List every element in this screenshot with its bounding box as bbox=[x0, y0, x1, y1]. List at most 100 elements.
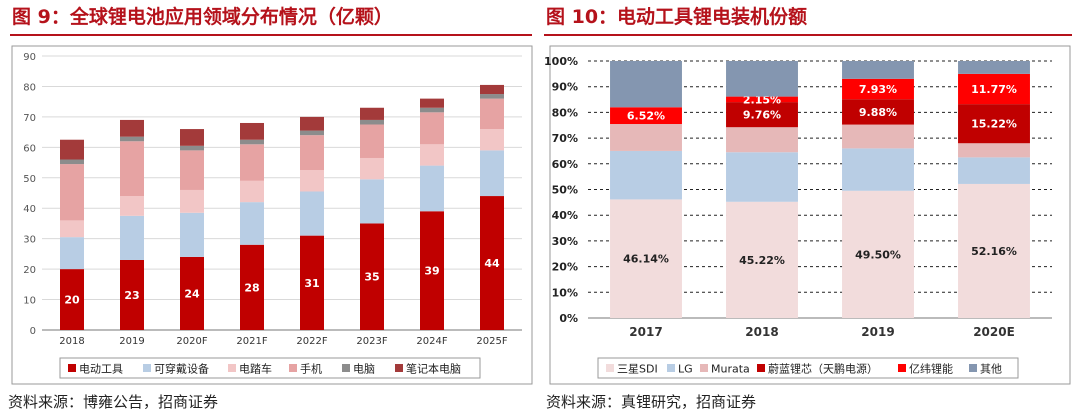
right-x-tick-label: 2020E bbox=[973, 325, 1015, 339]
left-bar-2019-segment bbox=[120, 119, 144, 137]
left-bar-2022f-segment bbox=[300, 130, 324, 136]
right-data-label: 11.77% bbox=[971, 83, 1017, 96]
left-legend-label: 电动工具 bbox=[79, 363, 123, 376]
right-data-label: 9.88% bbox=[859, 106, 897, 119]
left-bar-2019-segment bbox=[120, 259, 144, 330]
right-bar-2017-segment bbox=[610, 199, 682, 318]
left-legend-label: 电踏车 bbox=[239, 362, 272, 376]
left-bar-2022f-segment bbox=[300, 191, 324, 236]
right-x-tick-label: 2017 bbox=[629, 325, 662, 339]
right-y-tick-label: 90% bbox=[552, 81, 578, 94]
left-bar-2020f-segment bbox=[180, 150, 204, 190]
left-bar-2023f-segment bbox=[360, 124, 384, 158]
right-y-tick-label: 60% bbox=[552, 158, 578, 171]
left-bar-2018-segment bbox=[60, 159, 84, 165]
right-legend-swatch bbox=[667, 364, 675, 372]
left-bar-2025f-segment bbox=[480, 94, 504, 99]
right-bar-2020e-segment bbox=[958, 104, 1030, 144]
left-bar-2025f-segment bbox=[480, 84, 504, 95]
right-bar-2018-segment bbox=[726, 152, 798, 202]
left-legend-swatch bbox=[143, 364, 151, 372]
right-legend-label: 其他 bbox=[980, 363, 1002, 376]
right-y-tick-label: 50% bbox=[552, 184, 578, 197]
left-legend-swatch bbox=[228, 364, 236, 372]
right-y-tick-label: 80% bbox=[552, 106, 578, 119]
left-bar-2021f-segment bbox=[240, 144, 264, 181]
right-legend-swatch bbox=[969, 364, 977, 372]
left-data-label: 39 bbox=[424, 265, 439, 278]
right-source-note: 资料来源：真锂研究，招商证券 bbox=[546, 393, 757, 411]
right-x-tick-label: 2019 bbox=[861, 325, 894, 339]
left-chart-title: 图 9：全球锂电池应用领域分布情况（亿颗） bbox=[12, 6, 393, 28]
right-data-label: 6.52% bbox=[627, 110, 665, 123]
left-y-tick-label: 10 bbox=[23, 296, 36, 307]
right-chart-title: 图 10：电动工具锂电装机份额 bbox=[546, 6, 808, 28]
right-y-tick-label: 20% bbox=[552, 261, 578, 274]
right-data-label: 45.22% bbox=[739, 254, 785, 267]
right-data-label: 46.14% bbox=[623, 253, 669, 266]
left-legend-swatch bbox=[342, 364, 350, 372]
left-bar-2021f-segment bbox=[240, 122, 264, 140]
right-legend-label: LG bbox=[678, 363, 693, 376]
right-bar-2019-segment bbox=[842, 78, 914, 100]
left-legend-label: 手机 bbox=[300, 362, 322, 376]
left-bar-2025f-segment bbox=[480, 129, 504, 151]
right-bar-2019-segment bbox=[842, 148, 914, 191]
left-data-label: 24 bbox=[184, 287, 200, 300]
right-bar-2017-segment bbox=[610, 150, 682, 200]
left-bar-2020f-segment bbox=[180, 189, 204, 213]
left-y-tick-label: 60 bbox=[23, 143, 36, 154]
right-legend-swatch bbox=[606, 364, 614, 372]
left-bar-2019-segment bbox=[120, 141, 144, 197]
left-bar-2022f-segment bbox=[300, 135, 324, 171]
right-legend-swatch bbox=[898, 364, 906, 372]
left-x-tick-label: 2022F bbox=[296, 336, 327, 347]
left-bar-2018-segment bbox=[60, 220, 84, 238]
right-data-label: 49.50% bbox=[855, 248, 901, 261]
right-data-label: 52.16% bbox=[971, 245, 1017, 258]
right-legend-label: Murata bbox=[711, 363, 750, 376]
left-legend-label: 可穿戴设备 bbox=[154, 362, 209, 376]
right-bar-2018-segment bbox=[726, 201, 798, 318]
left-bar-2021f-segment bbox=[240, 202, 264, 245]
right-bar-2019-segment bbox=[842, 124, 914, 149]
left-bar-2022f-segment bbox=[300, 235, 324, 330]
left-y-tick-label: 30 bbox=[23, 235, 36, 246]
left-legend-box bbox=[59, 357, 481, 379]
right-bar-2018-segment bbox=[726, 96, 798, 103]
left-bar-2020f-segment bbox=[180, 256, 204, 330]
left-bar-2025f-segment bbox=[480, 98, 504, 130]
left-data-label: 31 bbox=[304, 277, 319, 290]
right-bar-2019-segment bbox=[842, 190, 914, 318]
right-stacked-bar-chart: 0% 10% 20% 30% 40% 50% 60% 70% 80% 90% 100% 46.14% 6… bbox=[544, 45, 1071, 385]
left-data-label: 35 bbox=[364, 271, 379, 284]
right-plot-frame bbox=[549, 45, 1071, 385]
left-legend-swatch bbox=[289, 364, 297, 372]
right-y-tick-label: 40% bbox=[552, 209, 578, 222]
left-bar-2023f-segment bbox=[360, 119, 384, 125]
right-bar-2020e-segment bbox=[958, 73, 1030, 105]
left-bar-2018-segment bbox=[60, 164, 84, 221]
left-x-tick-label: 2024F bbox=[416, 336, 447, 347]
left-bar-2021f-segment bbox=[240, 244, 264, 330]
left-x-tick-label: 2021F bbox=[236, 336, 267, 347]
right-title-rule bbox=[544, 34, 1072, 36]
right-bar-2020e-segment bbox=[958, 183, 1030, 318]
left-plot-frame bbox=[11, 45, 533, 385]
left-bar-2023f-segment bbox=[360, 107, 384, 120]
left-data-label: 23 bbox=[124, 289, 139, 302]
right-x-tick-label: 2018 bbox=[745, 325, 778, 339]
left-bar-2024f-segment bbox=[420, 144, 444, 166]
right-bar-2020e-segment bbox=[958, 61, 1030, 74]
left-bar-2018-segment bbox=[60, 139, 84, 160]
left-stacked-bar-chart: 0 10 20 30 40 50 60 70 80 90 20 2018 23 2019 24 2020F 28… bbox=[11, 45, 533, 385]
right-legend-label: 蔚蓝锂芯（天鹏电源） bbox=[768, 362, 878, 376]
right-legend-swatch bbox=[757, 364, 765, 372]
left-bar-2023f-segment bbox=[360, 223, 384, 330]
right-bar-2019-segment bbox=[842, 61, 914, 79]
right-bar-2019-segment bbox=[842, 99, 914, 125]
left-bar-2023f-segment bbox=[360, 179, 384, 224]
left-source-note: 资料来源：博雍公告，招商证券 bbox=[8, 393, 219, 411]
left-bar-2021f-segment bbox=[240, 180, 264, 203]
right-bar-2018-segment bbox=[726, 102, 798, 128]
